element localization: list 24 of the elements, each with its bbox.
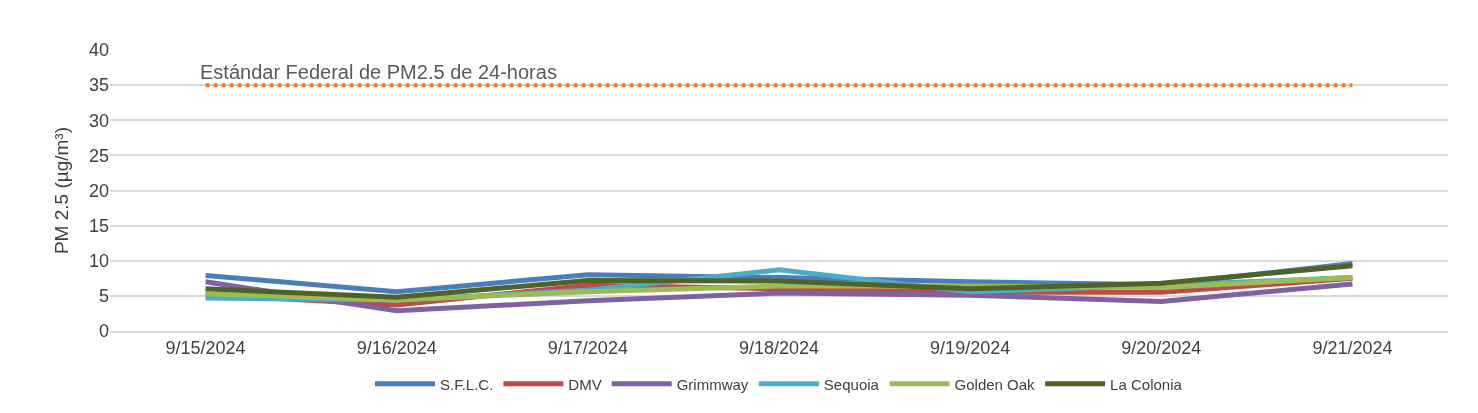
x-tick-label: 9/16/2024 [356,338,437,359]
y-tick-label: 0 [98,321,109,342]
legend-label: Sequoia [823,375,880,393]
ref-line-label: Estándar Federal de PM2.5 de 24-horas [200,61,557,83]
y-tick-label: 15 [88,215,109,236]
x-tick-label: 9/21/2024 [1312,338,1393,359]
x-tick-label: 9/19/2024 [930,338,1011,359]
y-tick-label: 35 [88,75,109,96]
x-tick-label: 9/18/2024 [738,338,820,359]
y-tick-label: 30 [88,110,109,131]
legend-label: DMV [568,375,602,393]
x-tick-label: 9/20/2024 [1121,338,1202,359]
y-tick-label: 40 [88,40,109,61]
y-tick-label: 5 [98,286,109,307]
legend-label: S.F.L.C. [440,375,494,393]
legend-label: Golden Oak [954,375,1036,393]
y-axis-title: PM 2.5 (µg/m³) [50,126,72,255]
legend-label: La Colonia [1110,375,1183,393]
y-tick-label: 25 [88,145,109,166]
y-tick-label: 20 [88,180,109,201]
x-tick-label: 9/15/2024 [165,338,246,359]
y-tick-label: 10 [88,251,109,272]
legend-label: Grimmway [676,375,749,393]
x-tick-label: 9/17/2024 [547,338,628,359]
